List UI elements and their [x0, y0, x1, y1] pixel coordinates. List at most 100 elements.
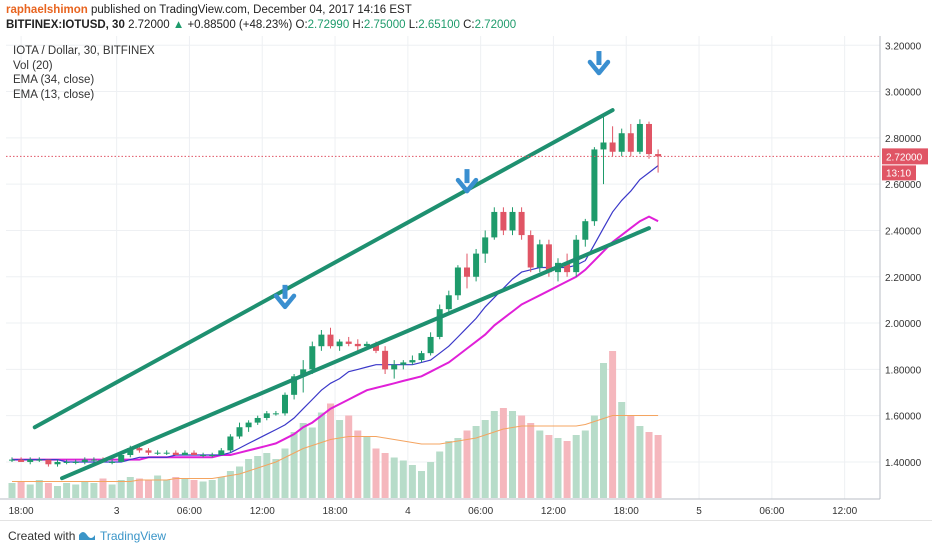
volume-bar: [445, 441, 453, 498]
candle-body: [154, 452, 161, 454]
candle: [464, 253, 470, 289]
candle-body: [545, 244, 552, 273]
candle: [72, 459, 79, 465]
open-label: O:: [295, 19, 308, 31]
volume-bar: [572, 435, 580, 498]
candle: [254, 415, 261, 425]
candle: [36, 457, 43, 462]
chart-grid: [6, 36, 880, 499]
up-arrow-icon: ▲: [172, 19, 185, 31]
candle-body: [491, 211, 498, 238]
price-tick-label: 2.00000: [885, 319, 922, 330]
author-link[interactable]: raphaelshimon: [6, 4, 88, 16]
volume-bar: [654, 435, 662, 498]
candle: [181, 450, 188, 456]
candle-body: [400, 362, 407, 365]
volume-bar: [345, 415, 353, 498]
legend-ema13[interactable]: EMA (13, close): [13, 88, 95, 101]
volume-bar: [17, 481, 25, 498]
candle-body: [309, 346, 316, 370]
price-chart[interactable]: 3.20000 3.00000 2.80000 2.60000 2.40000 2.200…: [0, 36, 932, 520]
candle-body: [118, 455, 125, 462]
candle-body: [163, 452, 170, 454]
low-value: 2.65100: [418, 19, 460, 31]
candle-body: [181, 452, 188, 456]
candle: [154, 450, 161, 456]
legend-title: IOTA / Dollar, 30, BITFINEX: [13, 45, 155, 57]
candle-body: [36, 459, 43, 461]
candle-body: [90, 459, 97, 461]
close-value: 2.72000: [474, 19, 517, 31]
volume-bar: [509, 411, 516, 498]
candle-body: [373, 343, 379, 351]
volume-bar: [499, 408, 507, 498]
volume-bar: [518, 415, 526, 498]
candle: [482, 230, 489, 263]
volume-bar: [308, 427, 316, 498]
volume-bar: [536, 430, 544, 498]
tradingview-logo-icon[interactable]: [78, 529, 96, 541]
candle-body: [600, 142, 607, 150]
candle-body: [482, 237, 489, 254]
candle-body: [227, 436, 234, 451]
last-price-label: 2.72000: [886, 152, 923, 163]
candle: [627, 123, 634, 157]
last-price: 2.72000: [128, 19, 170, 31]
time-tick-label: 12:00: [250, 506, 275, 517]
candle-body: [573, 239, 580, 273]
volume-bar: [226, 471, 234, 498]
arrow-head: [273, 293, 297, 310]
volume-bar: [336, 420, 344, 498]
candle-body: [27, 459, 34, 462]
volume-bar: [181, 478, 189, 498]
candle-body: [318, 334, 325, 347]
candle-body: [45, 459, 52, 465]
candle: [227, 434, 234, 453]
countdown-label: 13:10: [886, 168, 911, 179]
volume-bar: [263, 453, 271, 498]
volume-bar: [135, 478, 143, 498]
legend-volume[interactable]: Vol (20): [13, 59, 53, 72]
candle-body: [172, 452, 179, 456]
candle-body: [218, 450, 225, 456]
volume-bar: [217, 477, 225, 498]
volume-bar: [190, 480, 198, 498]
volume-bar: [63, 483, 71, 498]
candle-body: [282, 394, 288, 414]
volume-bar: [645, 432, 653, 498]
candle-body: [363, 343, 370, 347]
open-value: 2.72990: [307, 19, 350, 31]
high-value: 2.75000: [363, 19, 406, 31]
candle-body: [591, 149, 598, 222]
candle-body: [109, 461, 116, 463]
volume-bar: [481, 420, 489, 498]
candle: [418, 350, 425, 363]
volume-bar: [281, 448, 289, 498]
indicator-legend: IOTA / Dollar, 30, BITFINEX Vol (20) EMA…: [13, 44, 155, 102]
candle: [655, 149, 662, 173]
candle-body: [245, 422, 252, 428]
legend-ema34[interactable]: EMA (34, close): [13, 74, 95, 86]
volume-bar: [8, 483, 16, 498]
candle-body: [9, 459, 15, 461]
candle: [573, 235, 580, 277]
candle-body: [209, 455, 216, 457]
price-tick-label: 2.80000: [885, 134, 922, 145]
trendline-upper: [32, 108, 615, 430]
candle-body: [136, 448, 143, 451]
candle: [509, 207, 516, 236]
candle: [391, 360, 398, 379]
price-tick-label: 1.80000: [885, 365, 922, 376]
tradingview-brand[interactable]: TradingView: [100, 529, 167, 543]
candle-body: [63, 461, 70, 463]
price-tick-label: 3.20000: [885, 41, 922, 52]
candle: [454, 265, 461, 300]
candle: [636, 119, 643, 155]
candle: [309, 341, 316, 374]
price-tick-label: 2.40000: [885, 226, 922, 237]
candle: [646, 121, 652, 159]
candle-body: [454, 267, 461, 296]
volume-bar: [90, 483, 98, 498]
candle-body: [536, 244, 543, 268]
footer: Created with TradingView: [0, 520, 932, 551]
